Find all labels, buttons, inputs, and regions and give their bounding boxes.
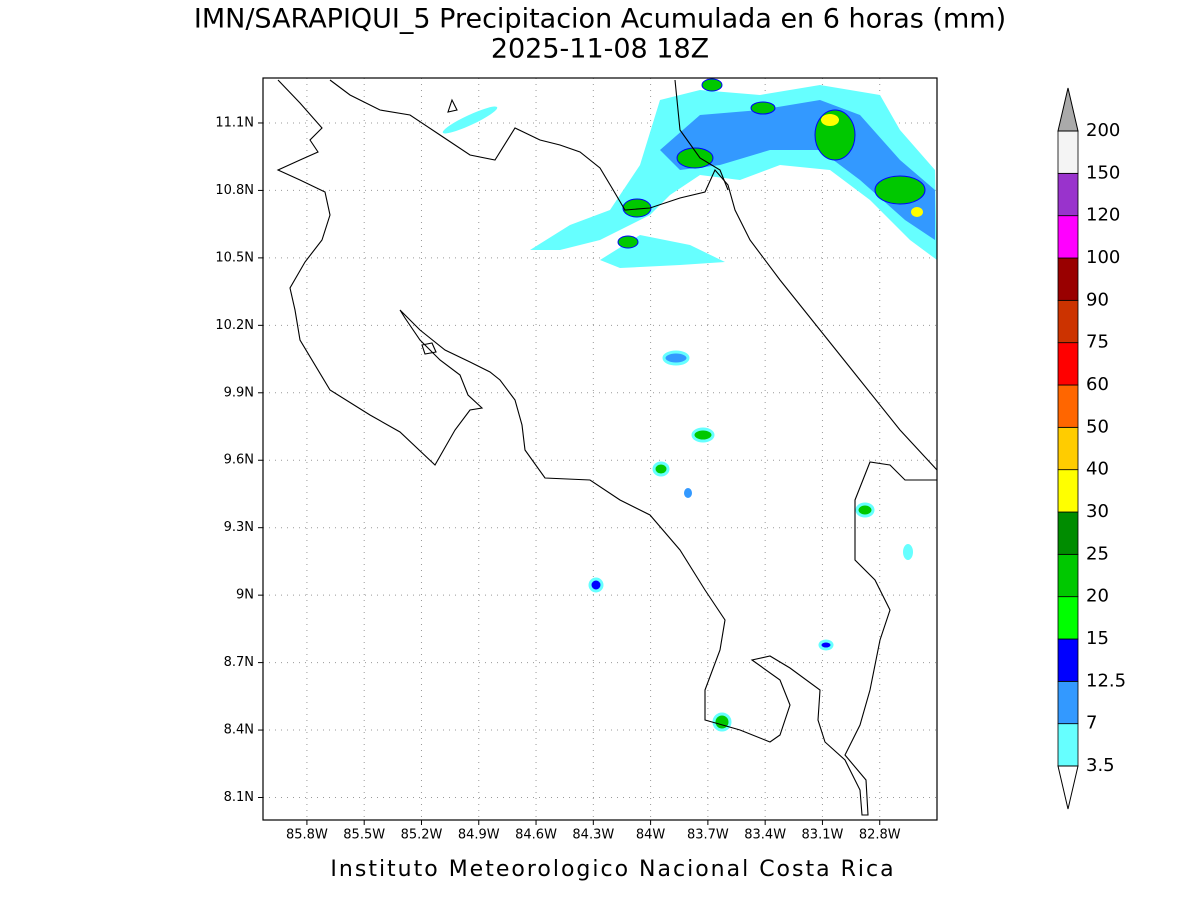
grid [263,78,937,820]
map-frame [262,77,938,821]
y-tick-label: 10.5N [215,250,254,265]
precip-area [818,639,834,651]
colorbar-box [1057,299,1079,344]
colorbar-box [1057,596,1079,640]
x-tick-label: 83.4W [744,828,786,843]
coastline [276,79,937,816]
y-tick-label: 11.1N [215,115,254,130]
colorbar-box [1057,723,1079,767]
coastline [674,79,729,191]
x-tick-label: 82.8W [859,828,901,843]
y-tick-label: 10.8N [215,183,254,198]
x-tick-label: 84.6W [515,828,557,843]
x-tick-label: 84.9W [458,828,500,843]
y-tick-label: 9.9N [224,385,254,400]
coastline [421,342,437,355]
precip-area [712,712,732,732]
y-tick-label: 8.4N [224,723,254,738]
precip-area [691,427,715,443]
y-tick-label: 8.1N [224,790,254,805]
colorbar-box [1057,384,1079,428]
colorbar-label: 25 [1086,543,1109,564]
colorbar-box [1057,553,1079,598]
colorbar-box [1057,426,1079,471]
precip-area [684,488,692,498]
colorbar-box [1057,469,1079,513]
precip-area [855,502,875,518]
colorbar-label: 7 [1086,713,1097,734]
y-tick-label: 9.6N [224,453,254,468]
colorbar-label: 15 [1086,628,1109,649]
precip-area [588,577,604,593]
coastline [329,79,938,471]
precip-area [701,78,723,92]
footer: Instituto Meteorologico Nacional Costa R… [330,857,895,882]
x-tick-label: 83.7W [687,828,729,843]
colorbar-label: 50 [1086,416,1109,437]
colorbar-box [1057,257,1079,301]
colorbar-label: 60 [1086,374,1109,395]
colorbar-over [1057,87,1079,132]
colorbar: 3.5 7 12.5 15 20 25 30 40 50 60 75 90 100 120 150 200 [1057,87,1126,810]
precip-area [911,207,923,217]
x-tick-label: 85.8W [286,828,328,843]
precip-area [821,114,839,126]
coastlines [276,79,938,816]
colorbar-box [1057,638,1079,682]
colorbar-box [1057,511,1079,555]
colorbar-label: 100 [1086,247,1120,268]
colorbar-label: 75 [1086,332,1109,353]
subtitle: 2025-11-08 18Z [491,34,709,65]
colorbar-label: 30 [1086,501,1109,522]
x-tick-label: 84.3W [572,828,614,843]
colorbar-label: 40 [1086,459,1109,480]
coastline [447,98,458,113]
precipitation [442,78,937,732]
colorbar-label: 150 [1086,162,1120,183]
precip-area [874,175,926,205]
precip-area [442,106,498,134]
y-tick-label: 8.7N [224,655,254,670]
colorbar-label: 200 [1086,120,1120,141]
colorbar-box [1057,172,1079,217]
colorbar-label: 20 [1086,586,1109,607]
colorbar-box [1057,342,1079,386]
axis-ticks: 85.8W 85.5W 85.2W 84.9W 84.6W 84.3W 84W 83.7W 83… [215,115,900,842]
x-tick-label: 84W [636,828,666,843]
colorbar-label: 12.5 [1086,670,1126,691]
precip-area [617,235,639,249]
colorbar-under [1057,765,1079,810]
colorbar-box [1057,215,1079,259]
precip-area [652,461,670,477]
y-tick-label: 9.3N [224,520,254,535]
colorbar-label: 3.5 [1086,755,1115,776]
colorbar-box [1057,680,1079,725]
x-tick-label: 85.5W [343,828,385,843]
title: IMN/SARAPIQUI_5 Precipitacion Acumulada … [194,4,1006,35]
y-tick-label: 10.2N [215,318,254,333]
colorbar-label: 90 [1086,289,1109,310]
y-tick-label: 9N [236,588,254,603]
precip-area [660,100,935,240]
precip-area [903,544,913,560]
x-tick-label: 85.2W [401,828,443,843]
precip-area [676,147,714,169]
colorbar-box [1057,130,1079,174]
x-tick-label: 83.1W [802,828,844,843]
precip-area [750,101,776,115]
precip-area [662,350,690,366]
colorbar-label: 120 [1086,205,1120,226]
